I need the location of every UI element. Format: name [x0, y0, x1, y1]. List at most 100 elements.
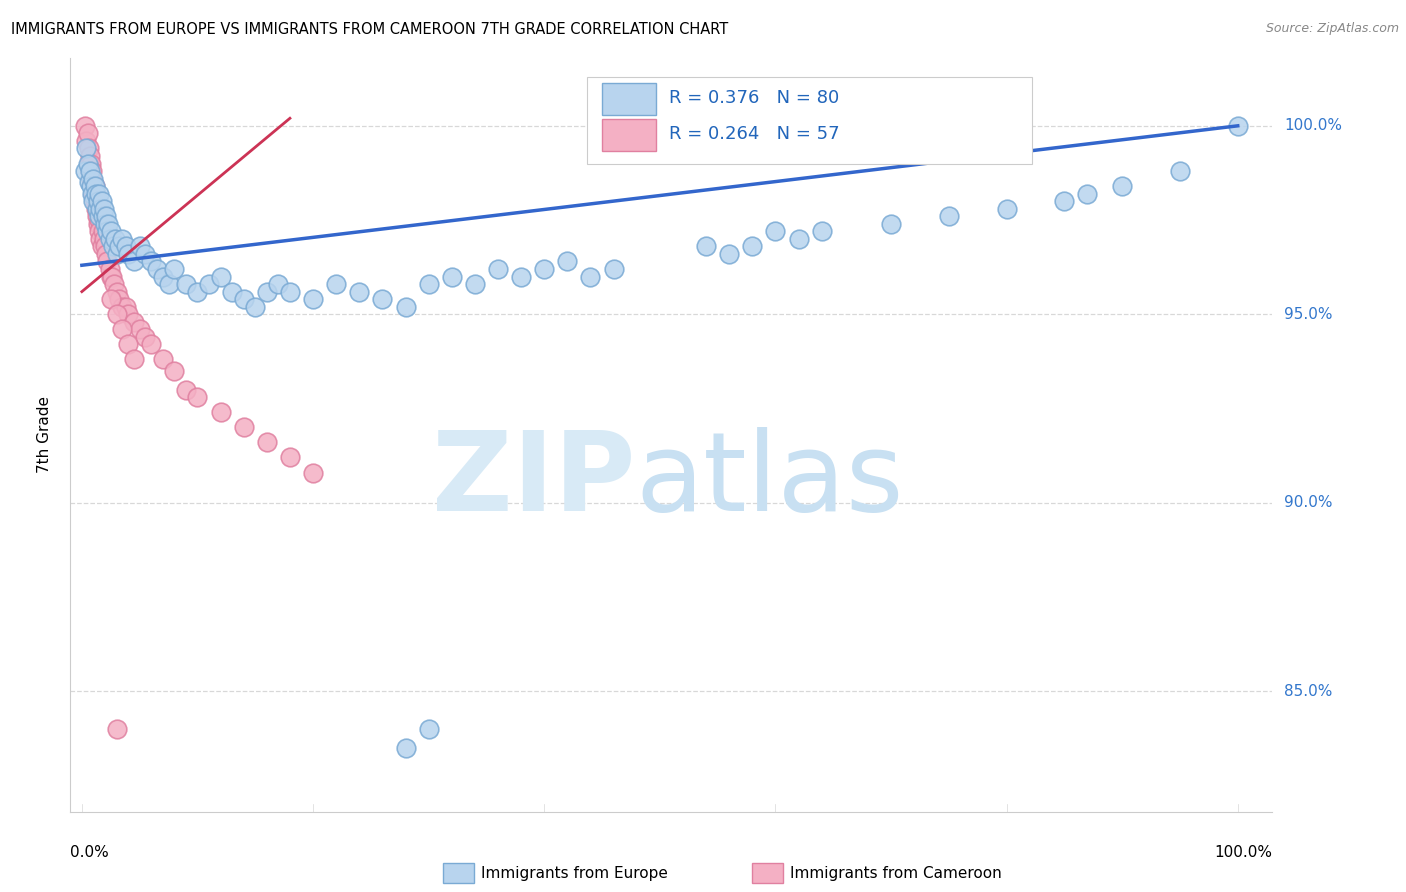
Point [76, 126, 98, 140]
Point [97, 217, 120, 231]
Point [232, 292, 254, 306]
Point [84, 186, 107, 201]
Text: R = 0.376   N = 80: R = 0.376 N = 80 [669, 89, 839, 107]
Point [602, 262, 624, 277]
Point [82, 194, 104, 209]
Point [256, 285, 278, 299]
Y-axis label: 7th Grade: 7th Grade [37, 396, 52, 474]
Text: atlas: atlas [636, 426, 904, 533]
Point [579, 269, 602, 284]
Point [174, 383, 197, 397]
Point [186, 390, 208, 404]
Point [89, 186, 111, 201]
Text: Immigrants from Europe: Immigrants from Europe [481, 866, 668, 880]
Point [186, 285, 208, 299]
Point [82, 186, 104, 201]
Point [77, 141, 100, 155]
Point [75, 164, 97, 178]
Point [105, 285, 128, 299]
Point [302, 292, 325, 306]
Point [418, 277, 440, 291]
Point [82, 186, 104, 201]
Point [152, 269, 174, 284]
Text: 90.0%: 90.0% [1284, 495, 1333, 510]
Point [128, 239, 150, 253]
Point [810, 224, 832, 238]
Point [122, 315, 145, 329]
Point [89, 209, 111, 223]
Point [94, 217, 117, 231]
Point [134, 330, 156, 344]
Point [763, 224, 786, 238]
Point [245, 300, 267, 314]
Point [995, 202, 1018, 216]
Point [86, 202, 108, 216]
FancyBboxPatch shape [602, 83, 655, 114]
Point [87, 217, 110, 231]
Point [76, 156, 98, 170]
Point [1076, 186, 1098, 201]
Text: 0.0%: 0.0% [70, 845, 110, 860]
Point [209, 269, 232, 284]
Point [105, 247, 128, 261]
Point [302, 466, 325, 480]
Point [76, 141, 98, 155]
Point [557, 254, 579, 268]
Point [111, 300, 134, 314]
Point [82, 179, 104, 194]
Point [486, 262, 509, 277]
Point [741, 239, 763, 253]
Point [89, 232, 111, 246]
Point [89, 224, 111, 238]
Point [105, 307, 128, 321]
Point [232, 420, 254, 434]
Point [103, 277, 125, 291]
Point [163, 364, 186, 378]
Point [111, 322, 134, 336]
Point [86, 209, 108, 223]
Point [371, 292, 394, 306]
Point [101, 239, 124, 253]
Point [87, 194, 110, 209]
Point [80, 171, 103, 186]
Point [122, 352, 145, 367]
Point [533, 262, 555, 277]
Point [77, 175, 100, 189]
Text: Source: ZipAtlas.com: Source: ZipAtlas.com [1265, 22, 1399, 36]
Point [267, 277, 290, 291]
Point [198, 277, 221, 291]
Point [79, 149, 101, 163]
Point [100, 269, 122, 284]
Point [94, 247, 117, 261]
Point [114, 300, 136, 314]
Point [111, 232, 134, 246]
Point [394, 300, 416, 314]
Text: ZIP: ZIP [432, 426, 636, 533]
Point [89, 202, 111, 216]
Point [464, 277, 486, 291]
Point [174, 277, 197, 291]
Point [83, 194, 105, 209]
Point [77, 156, 100, 170]
Point [91, 224, 114, 238]
Point [209, 405, 232, 419]
Point [83, 179, 105, 194]
Point [1226, 119, 1249, 133]
Point [90, 239, 112, 253]
Text: 85.0%: 85.0% [1284, 683, 1333, 698]
Point [82, 171, 104, 186]
Point [104, 232, 127, 246]
Point [108, 292, 131, 306]
Point [82, 164, 104, 178]
FancyBboxPatch shape [588, 77, 1032, 163]
Point [100, 224, 122, 238]
Point [105, 722, 128, 736]
Point [278, 285, 301, 299]
Point [418, 722, 440, 736]
Point [101, 269, 124, 284]
Point [90, 194, 112, 209]
Point [349, 285, 371, 299]
Point [510, 269, 533, 284]
Point [80, 156, 103, 170]
Point [96, 254, 118, 268]
